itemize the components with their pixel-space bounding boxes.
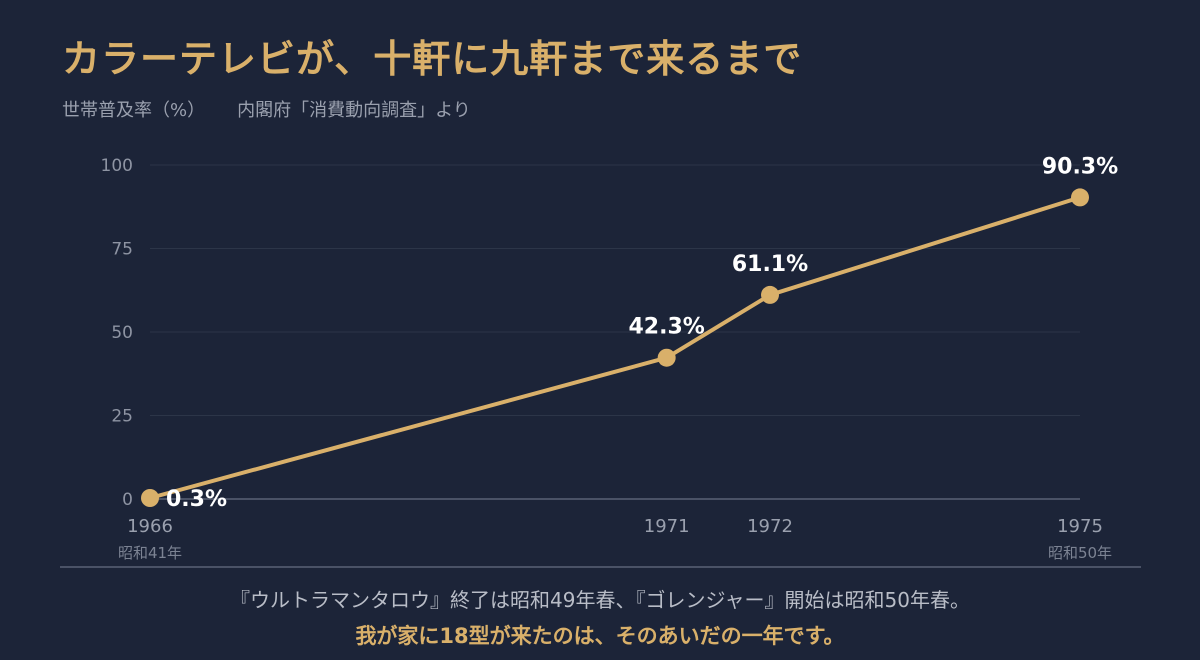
- x-tick-label: 1972: [747, 516, 793, 537]
- data-point: [657, 348, 676, 367]
- divider: [60, 566, 1141, 568]
- y-tick-label: 75: [111, 240, 133, 260]
- caption-line-2: 我が家に18型が来たのは、そのあいだの一年です。: [355, 624, 845, 648]
- y-tick-label: 50: [111, 323, 133, 343]
- data-label: 0.3%: [166, 487, 227, 512]
- x-tick-label: 1975: [1057, 516, 1103, 537]
- chart-title: カラーテレビが、十軒に九軒まで来るまで: [62, 37, 803, 81]
- series-line: [148, 195, 1082, 500]
- data-label: 90.3%: [1042, 154, 1118, 179]
- chart-subtitle: 世帯普及率（%） 内閣府「消費動向調査」より: [62, 96, 471, 122]
- x-tick-label: 1971: [644, 516, 690, 537]
- y-tick-label: 0: [122, 490, 133, 510]
- y-tick-label: 100: [101, 156, 133, 176]
- x-sub-label: 昭和50年: [1048, 544, 1112, 562]
- source-label: 内閣府「消費動向調査」より: [237, 100, 471, 121]
- data-label: 61.1%: [732, 252, 808, 277]
- data-point: [141, 488, 159, 507]
- caption-line-1: 『ウルトラマンタロウ』終了は昭和49年春、『ゴレンジャー』開始は昭和50年春。: [230, 588, 970, 612]
- data-point: [761, 285, 779, 304]
- x-sub-label: 昭和41年: [118, 544, 182, 562]
- line-chart: 0 25 50 75 100 1966 昭和41年 1971 1972 1975 昭和50年 0.3%…: [101, 154, 1119, 562]
- data-point: [1071, 188, 1089, 207]
- measure-label: 世帯普及率（%）: [62, 100, 206, 121]
- x-tick-label: 1966: [127, 516, 173, 537]
- y-tick-label: 25: [111, 407, 133, 427]
- data-label: 42.3%: [629, 315, 705, 340]
